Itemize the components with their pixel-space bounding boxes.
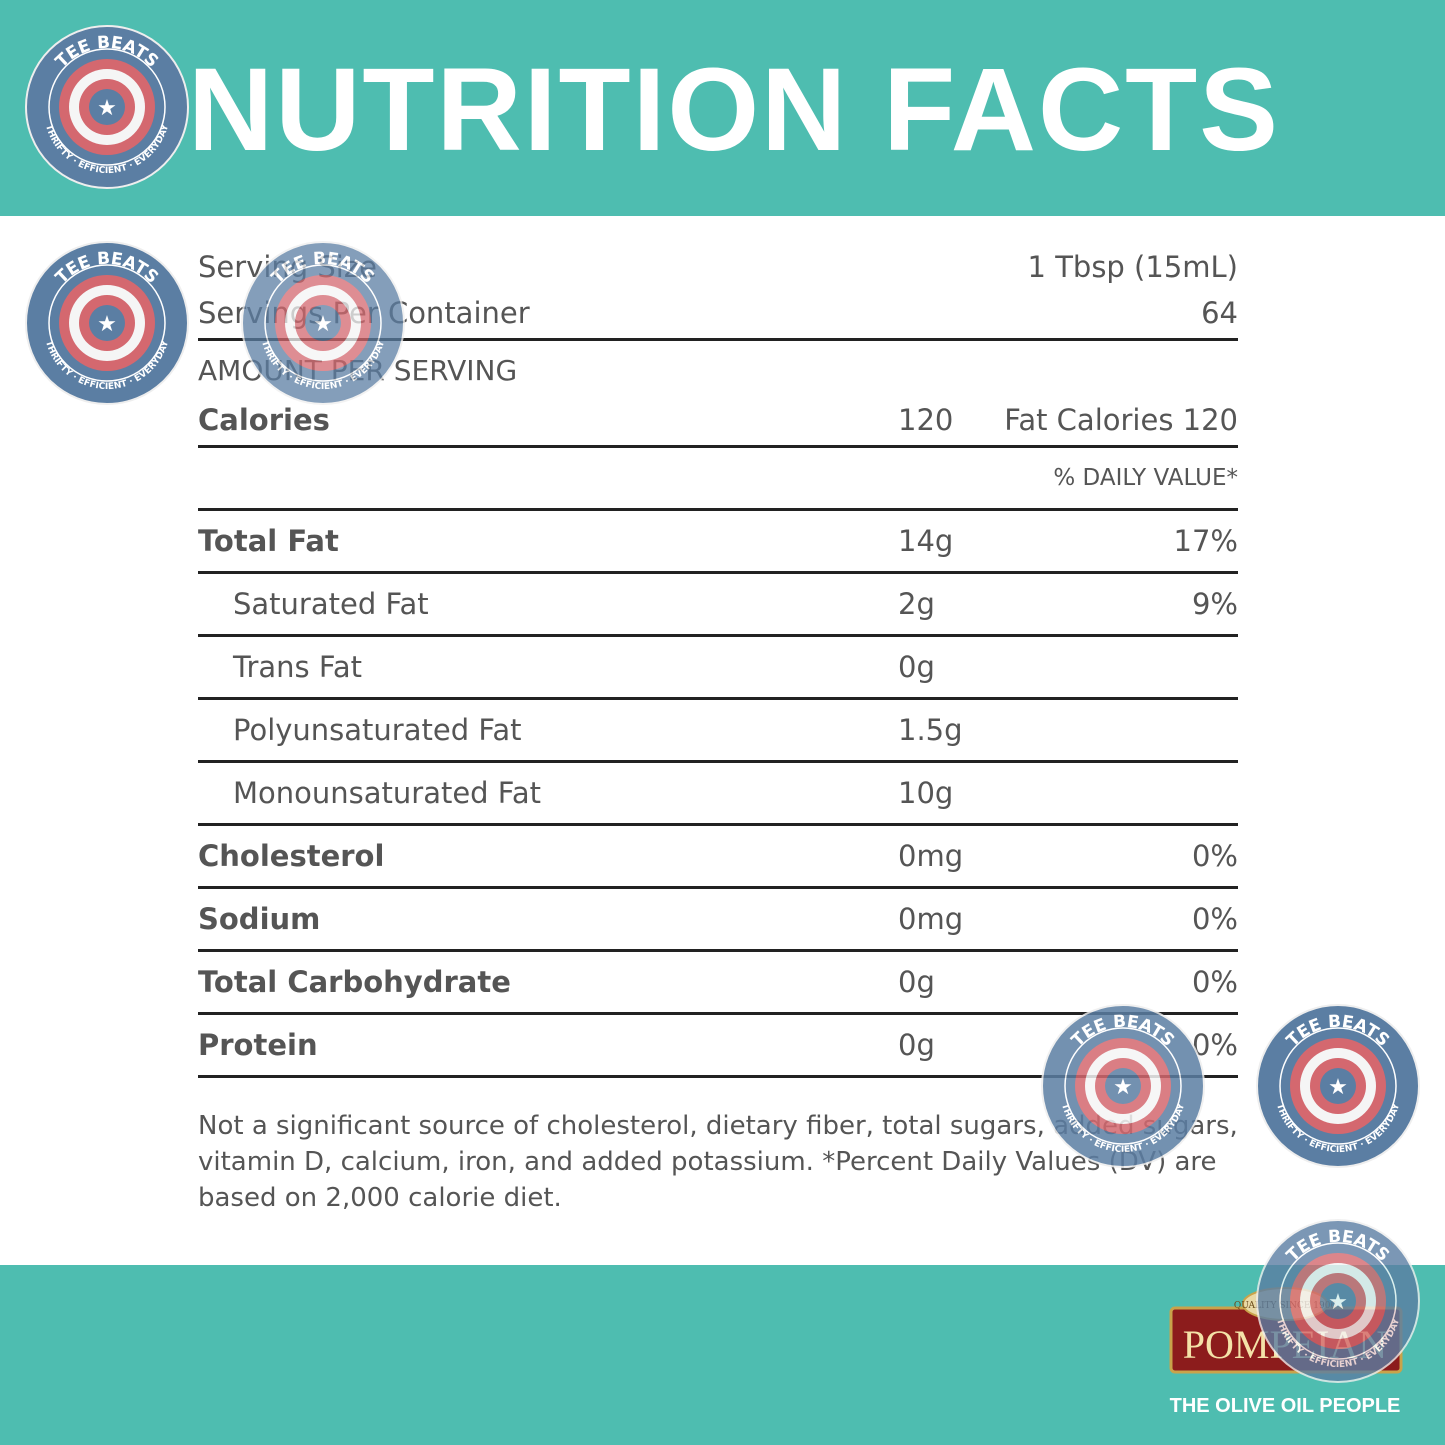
svg-text:★: ★ xyxy=(1328,1290,1348,1315)
header-band: NUTRITION FACTS xyxy=(0,0,1445,216)
tee-beats-badge-icon: ★ TEE BEATS THRIFTY · EFFICIENT · EVERYD… xyxy=(25,241,189,405)
page-title: NUTRITION FACTS xyxy=(188,44,1280,176)
nutrient-amount: 0g xyxy=(898,650,935,684)
calories-label: Calories xyxy=(198,403,330,437)
tee-beats-badge-icon: ★ TEE BEATS THRIFTY · EFFICIENT · EVERYD… xyxy=(25,25,189,189)
svg-text:★: ★ xyxy=(1113,1075,1133,1100)
nutrient-label: Protein xyxy=(198,1028,318,1062)
calories-row: Calories 120 Fat Calories 120 xyxy=(198,395,1238,448)
nutrient-daily-value: 17% xyxy=(1173,524,1238,558)
nutrient-row: Trans Fat 0g xyxy=(198,637,1238,700)
nutrient-label: Sodium xyxy=(198,902,321,936)
tee-beats-badge-icon: ★ TEE BEATS THRIFTY · EFFICIENT · EVERYD… xyxy=(241,241,405,405)
nutrient-label: Saturated Fat xyxy=(233,587,429,621)
svg-text:★: ★ xyxy=(313,312,333,337)
nutrient-amount: 0g xyxy=(898,965,935,999)
nutrient-amount: 10g xyxy=(898,776,954,810)
nutrient-amount: 14g xyxy=(898,524,954,558)
nutrient-label: Total Carbohydrate xyxy=(198,965,511,999)
tee-beats-badge-icon: ★ TEE BEATS THRIFTY · EFFICIENT · EVERYD… xyxy=(1256,1219,1420,1383)
nutrient-row: Monounsaturated Fat 10g xyxy=(198,763,1238,826)
nutrient-row: Protein 0g 0% xyxy=(198,1015,1238,1078)
nutrient-daily-value: 9% xyxy=(1191,587,1238,621)
nutrient-amount: 0g xyxy=(898,1028,935,1062)
nutrient-amount: 1.5g xyxy=(898,713,963,747)
daily-value-header-row: % DAILY VALUE* xyxy=(198,448,1238,511)
nutrient-amount: 0mg xyxy=(898,902,964,936)
svg-text:★: ★ xyxy=(97,312,117,337)
nutrient-label: Monounsaturated Fat xyxy=(233,776,541,810)
nutrient-daily-value: 0% xyxy=(1191,902,1238,936)
nutrient-label: Total Fat xyxy=(198,524,339,558)
nutrient-daily-value: 0% xyxy=(1191,839,1238,873)
tee-beats-badge-icon: ★ TEE BEATS THRIFTY · EFFICIENT · EVERYD… xyxy=(1041,1004,1205,1168)
nutrient-row: Polyunsaturated Fat 1.5g xyxy=(198,700,1238,763)
brand-tagline: THE OLIVE OIL PEOPLE xyxy=(1169,1395,1401,1417)
calories-value: 120 xyxy=(898,403,954,437)
tee-beats-badge-icon: ★ TEE BEATS THRIFTY · EFFICIENT · EVERYD… xyxy=(1256,1004,1420,1168)
nutrient-amount: 2g xyxy=(898,587,935,621)
nutrient-amount: 0mg xyxy=(898,839,964,873)
nutrient-row: Total Fat 14g 17% xyxy=(198,511,1238,574)
svg-text:★: ★ xyxy=(97,96,117,121)
nutrient-row: Total Carbohydrate 0g 0% xyxy=(198,952,1238,1015)
nutrient-row: Cholesterol 0mg 0% xyxy=(198,826,1238,889)
daily-value-header: % DAILY VALUE* xyxy=(1053,465,1238,491)
nutrient-label: Cholesterol xyxy=(198,839,385,873)
fat-calories: Fat Calories 120 xyxy=(1004,403,1238,437)
nutrient-daily-value: 0% xyxy=(1191,965,1238,999)
servings-per-container-value: 64 xyxy=(1201,296,1238,330)
nutrient-daily-value: 0% xyxy=(1191,1028,1238,1062)
serving-size-value: 1 Tbsp (15mL) xyxy=(1027,250,1238,284)
footnote: Not a significant source of cholesterol,… xyxy=(198,1111,1238,1213)
nutrient-list: Total Fat 14g 17% Saturated Fat 2g 9% Trans Fa… xyxy=(198,511,1238,1078)
nutrient-row: Sodium 0mg 0% xyxy=(198,889,1238,952)
svg-text:★: ★ xyxy=(1328,1075,1348,1100)
nutrient-row: Saturated Fat 2g 9% xyxy=(198,574,1238,637)
nutrient-label: Polyunsaturated Fat xyxy=(233,713,522,747)
nutrient-label: Trans Fat xyxy=(233,650,363,684)
